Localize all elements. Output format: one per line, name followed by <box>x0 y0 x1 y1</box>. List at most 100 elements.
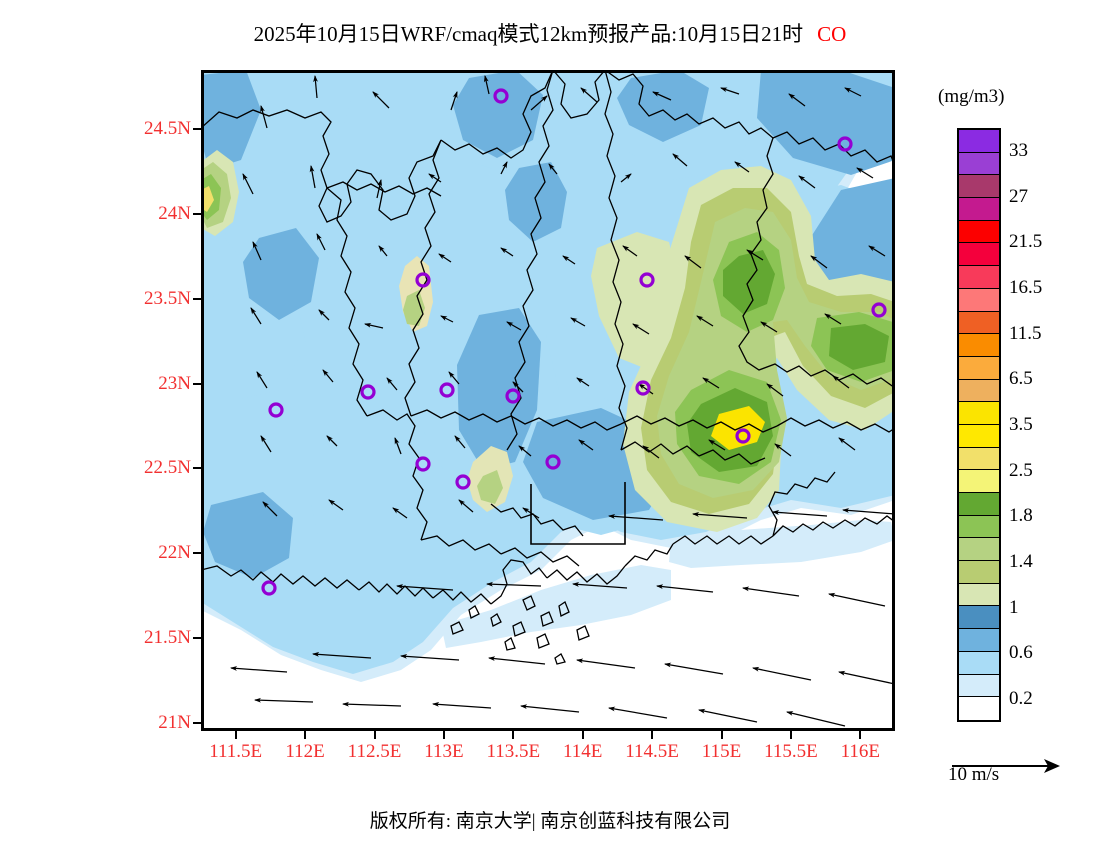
y-tick-mark <box>193 382 201 385</box>
contour-band-1-p7 <box>457 308 541 470</box>
x-tick-label-114e: 114E <box>562 741 603 762</box>
station-marker-layer[interactable] <box>261 88 887 596</box>
colorbar-band-16 <box>959 493 999 516</box>
contour-band-1-p2 <box>453 70 543 158</box>
x-tick-mark <box>373 731 376 739</box>
x-tick-mark <box>789 731 792 739</box>
wind-vector-layer <box>230 75 895 727</box>
y-tick-label-23.5n: 23.5N <box>144 287 191 309</box>
wind-scale-arrow-icon <box>952 759 1060 773</box>
page-title: 2025年10月15日WRF/cmaq模式12km预报产品:10月15日21时 C… <box>0 18 1100 48</box>
x-tick-label-116e: 116E <box>840 741 880 762</box>
colorbar-label-33: 33 <box>1009 139 1028 161</box>
x-tick-label-112.5e: 112.5E <box>347 741 402 762</box>
station-marker <box>415 272 431 288</box>
colorbar-band-23 <box>959 651 999 675</box>
colorbar-band-3 <box>959 198 999 221</box>
colorbar-label-16-5: 16.5 <box>1009 276 1043 298</box>
y-tick-mark <box>193 128 201 131</box>
contour-band-1-p1 <box>201 70 261 170</box>
map-plot-area[interactable] <box>201 70 895 731</box>
station-marker <box>871 302 887 318</box>
y-tick-label-21n: 21N <box>158 711 191 733</box>
colorbar[interactable] <box>957 128 1001 722</box>
contour-band-prd-green <box>477 470 503 504</box>
station-marker <box>635 380 651 396</box>
contour-band-0.2-prd-s <box>669 520 895 568</box>
colorbar-label-11-5: 11.5 <box>1009 322 1042 344</box>
contour-band-1-p6 <box>243 228 319 320</box>
station-marker <box>735 428 751 444</box>
colorbar-band-13 <box>959 424 999 448</box>
map-canvas[interactable] <box>201 70 895 731</box>
x-tick-label-115e: 115E <box>701 741 742 762</box>
colorbar-band-7 <box>959 288 999 312</box>
wind-scale-label: 10 m/s <box>948 764 1000 785</box>
colorbar-band-5 <box>959 243 999 267</box>
plot-frame-border <box>201 70 895 731</box>
colorbar-label-6-5: 6.5 <box>1009 368 1033 390</box>
administrative-boundary-layer <box>201 70 895 665</box>
title-species-text: CO <box>817 22 847 46</box>
colorbar-band-4 <box>959 220 999 244</box>
x-tick-label-111.5e: 111.5E <box>209 741 263 762</box>
contour-band-gz-green <box>403 290 425 326</box>
colorbar-band-22 <box>959 629 999 652</box>
colorbar-label-1: 1 <box>1009 596 1019 618</box>
y-tick-mark <box>193 467 201 470</box>
colorbar-label-2-5: 2.5 <box>1009 459 1033 481</box>
station-marker <box>639 272 655 288</box>
colorbar-label-3-5: 3.5 <box>1009 414 1033 435</box>
contour-band-1-green-east2 <box>591 232 679 370</box>
colorbar-band-18 <box>959 538 999 562</box>
contour-band-1-p3 <box>617 70 709 142</box>
x-tick-label-113e: 113E <box>424 741 464 762</box>
x-tick-label-113.5e: 113.5E <box>486 741 541 762</box>
contour-band-nw-yellow <box>201 186 214 212</box>
colorbar-band-1 <box>959 152 999 176</box>
colorbar-band-6 <box>959 266 999 289</box>
x-tick-mark <box>581 731 584 739</box>
contour-band-3.5-core-e <box>829 324 889 370</box>
x-tick-mark <box>651 731 654 739</box>
station-marker <box>360 384 376 400</box>
colorbar-band-21 <box>959 606 999 630</box>
station-marker <box>505 388 521 404</box>
y-tick-mark <box>193 213 201 216</box>
station-marker <box>493 88 509 104</box>
colorbar-label-21-5: 21.5 <box>1009 231 1043 253</box>
colorbar-band-20 <box>959 583 999 607</box>
y-tick-label-24.5n: 24.5N <box>144 118 191 140</box>
y-tick-label-24n: 24N <box>158 203 191 225</box>
x-tick-mark <box>442 731 445 739</box>
colorbar-band-10 <box>959 356 999 380</box>
colorbar-label-27: 27 <box>1009 185 1028 207</box>
x-tick-mark <box>512 731 515 739</box>
y-tick-mark <box>193 297 201 300</box>
x-tick-mark <box>234 731 237 739</box>
colorbar-label-0-2: 0.2 <box>1009 688 1033 710</box>
contour-fill-layer <box>201 70 895 731</box>
colorbar-band-0 <box>959 130 999 153</box>
y-tick-label-22n: 22N <box>158 542 191 564</box>
colorbar-band-8 <box>959 311 999 335</box>
colorbar-band-11 <box>959 379 999 403</box>
station-marker <box>837 136 853 152</box>
y-tick-mark <box>193 552 201 555</box>
y-tick-label-22.5n: 22.5N <box>144 457 191 479</box>
copyright-footer: 版权所有: 南京大学| 南京创蓝科技有限公司 <box>369 811 731 832</box>
x-tick-mark <box>304 731 307 739</box>
colorbar-band-25 <box>959 697 999 720</box>
x-tick-mark <box>720 731 723 739</box>
colorbar-band-15 <box>959 470 999 493</box>
colorbar-band-14 <box>959 447 999 471</box>
station-marker <box>268 402 284 418</box>
colorbar-band-17 <box>959 515 999 539</box>
contour-band-yellow-core-east <box>711 406 765 450</box>
x-tick-label-115.5e: 115.5E <box>764 741 818 762</box>
station-marker <box>439 382 455 398</box>
colorbar-label-1-8: 1.8 <box>1009 505 1033 527</box>
y-tick-label-21.5n: 21.5N <box>144 626 191 648</box>
colorbar-band-24 <box>959 674 999 698</box>
colorbar-band-12 <box>959 402 999 425</box>
